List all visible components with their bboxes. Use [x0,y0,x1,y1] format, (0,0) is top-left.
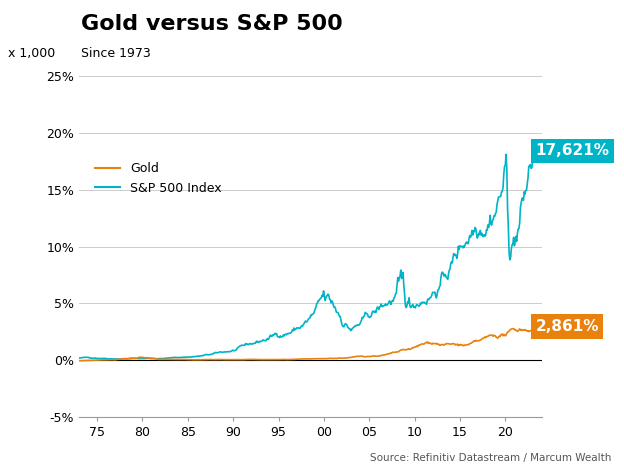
Text: Gold versus S&P 500: Gold versus S&P 500 [81,14,343,34]
Text: Source: Refinitiv Datastream / Marcum Wealth: Source: Refinitiv Datastream / Marcum We… [370,453,612,463]
Text: 2,861%: 2,861% [535,319,599,334]
Text: x 1,000: x 1,000 [8,47,56,60]
Legend: Gold, S&P 500 Index: Gold, S&P 500 Index [90,157,227,200]
Text: Since 1973: Since 1973 [81,47,151,60]
Text: 17,621%: 17,621% [535,143,609,159]
